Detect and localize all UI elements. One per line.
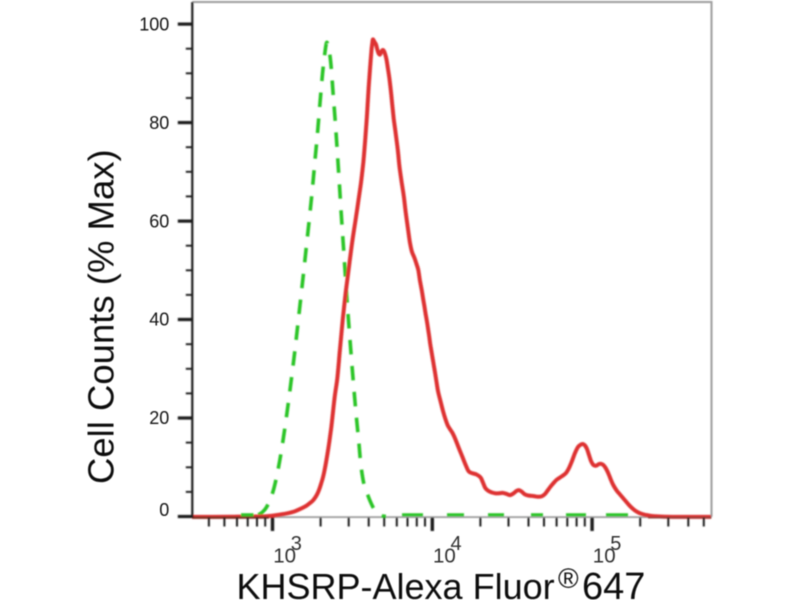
svg-text:60: 60 <box>149 211 169 231</box>
svg-text:®: ® <box>558 563 579 594</box>
svg-text:5: 5 <box>610 533 621 555</box>
svg-text:100: 100 <box>139 14 169 34</box>
svg-text:4: 4 <box>451 533 462 555</box>
svg-text:3: 3 <box>291 533 302 555</box>
svg-text:647: 647 <box>582 566 645 600</box>
svg-text:80: 80 <box>149 113 169 133</box>
svg-text:10: 10 <box>593 545 616 568</box>
svg-text:0: 0 <box>159 500 169 520</box>
svg-text:KHSRP-Alexa Fluor: KHSRP-Alexa Fluor <box>237 566 555 600</box>
svg-text:40: 40 <box>149 310 169 330</box>
svg-text:20: 20 <box>149 408 169 428</box>
svg-text:10: 10 <box>433 545 456 568</box>
svg-text:Cell Counts (% Max): Cell Counts (% Max) <box>81 149 122 484</box>
svg-text:10: 10 <box>273 545 296 568</box>
